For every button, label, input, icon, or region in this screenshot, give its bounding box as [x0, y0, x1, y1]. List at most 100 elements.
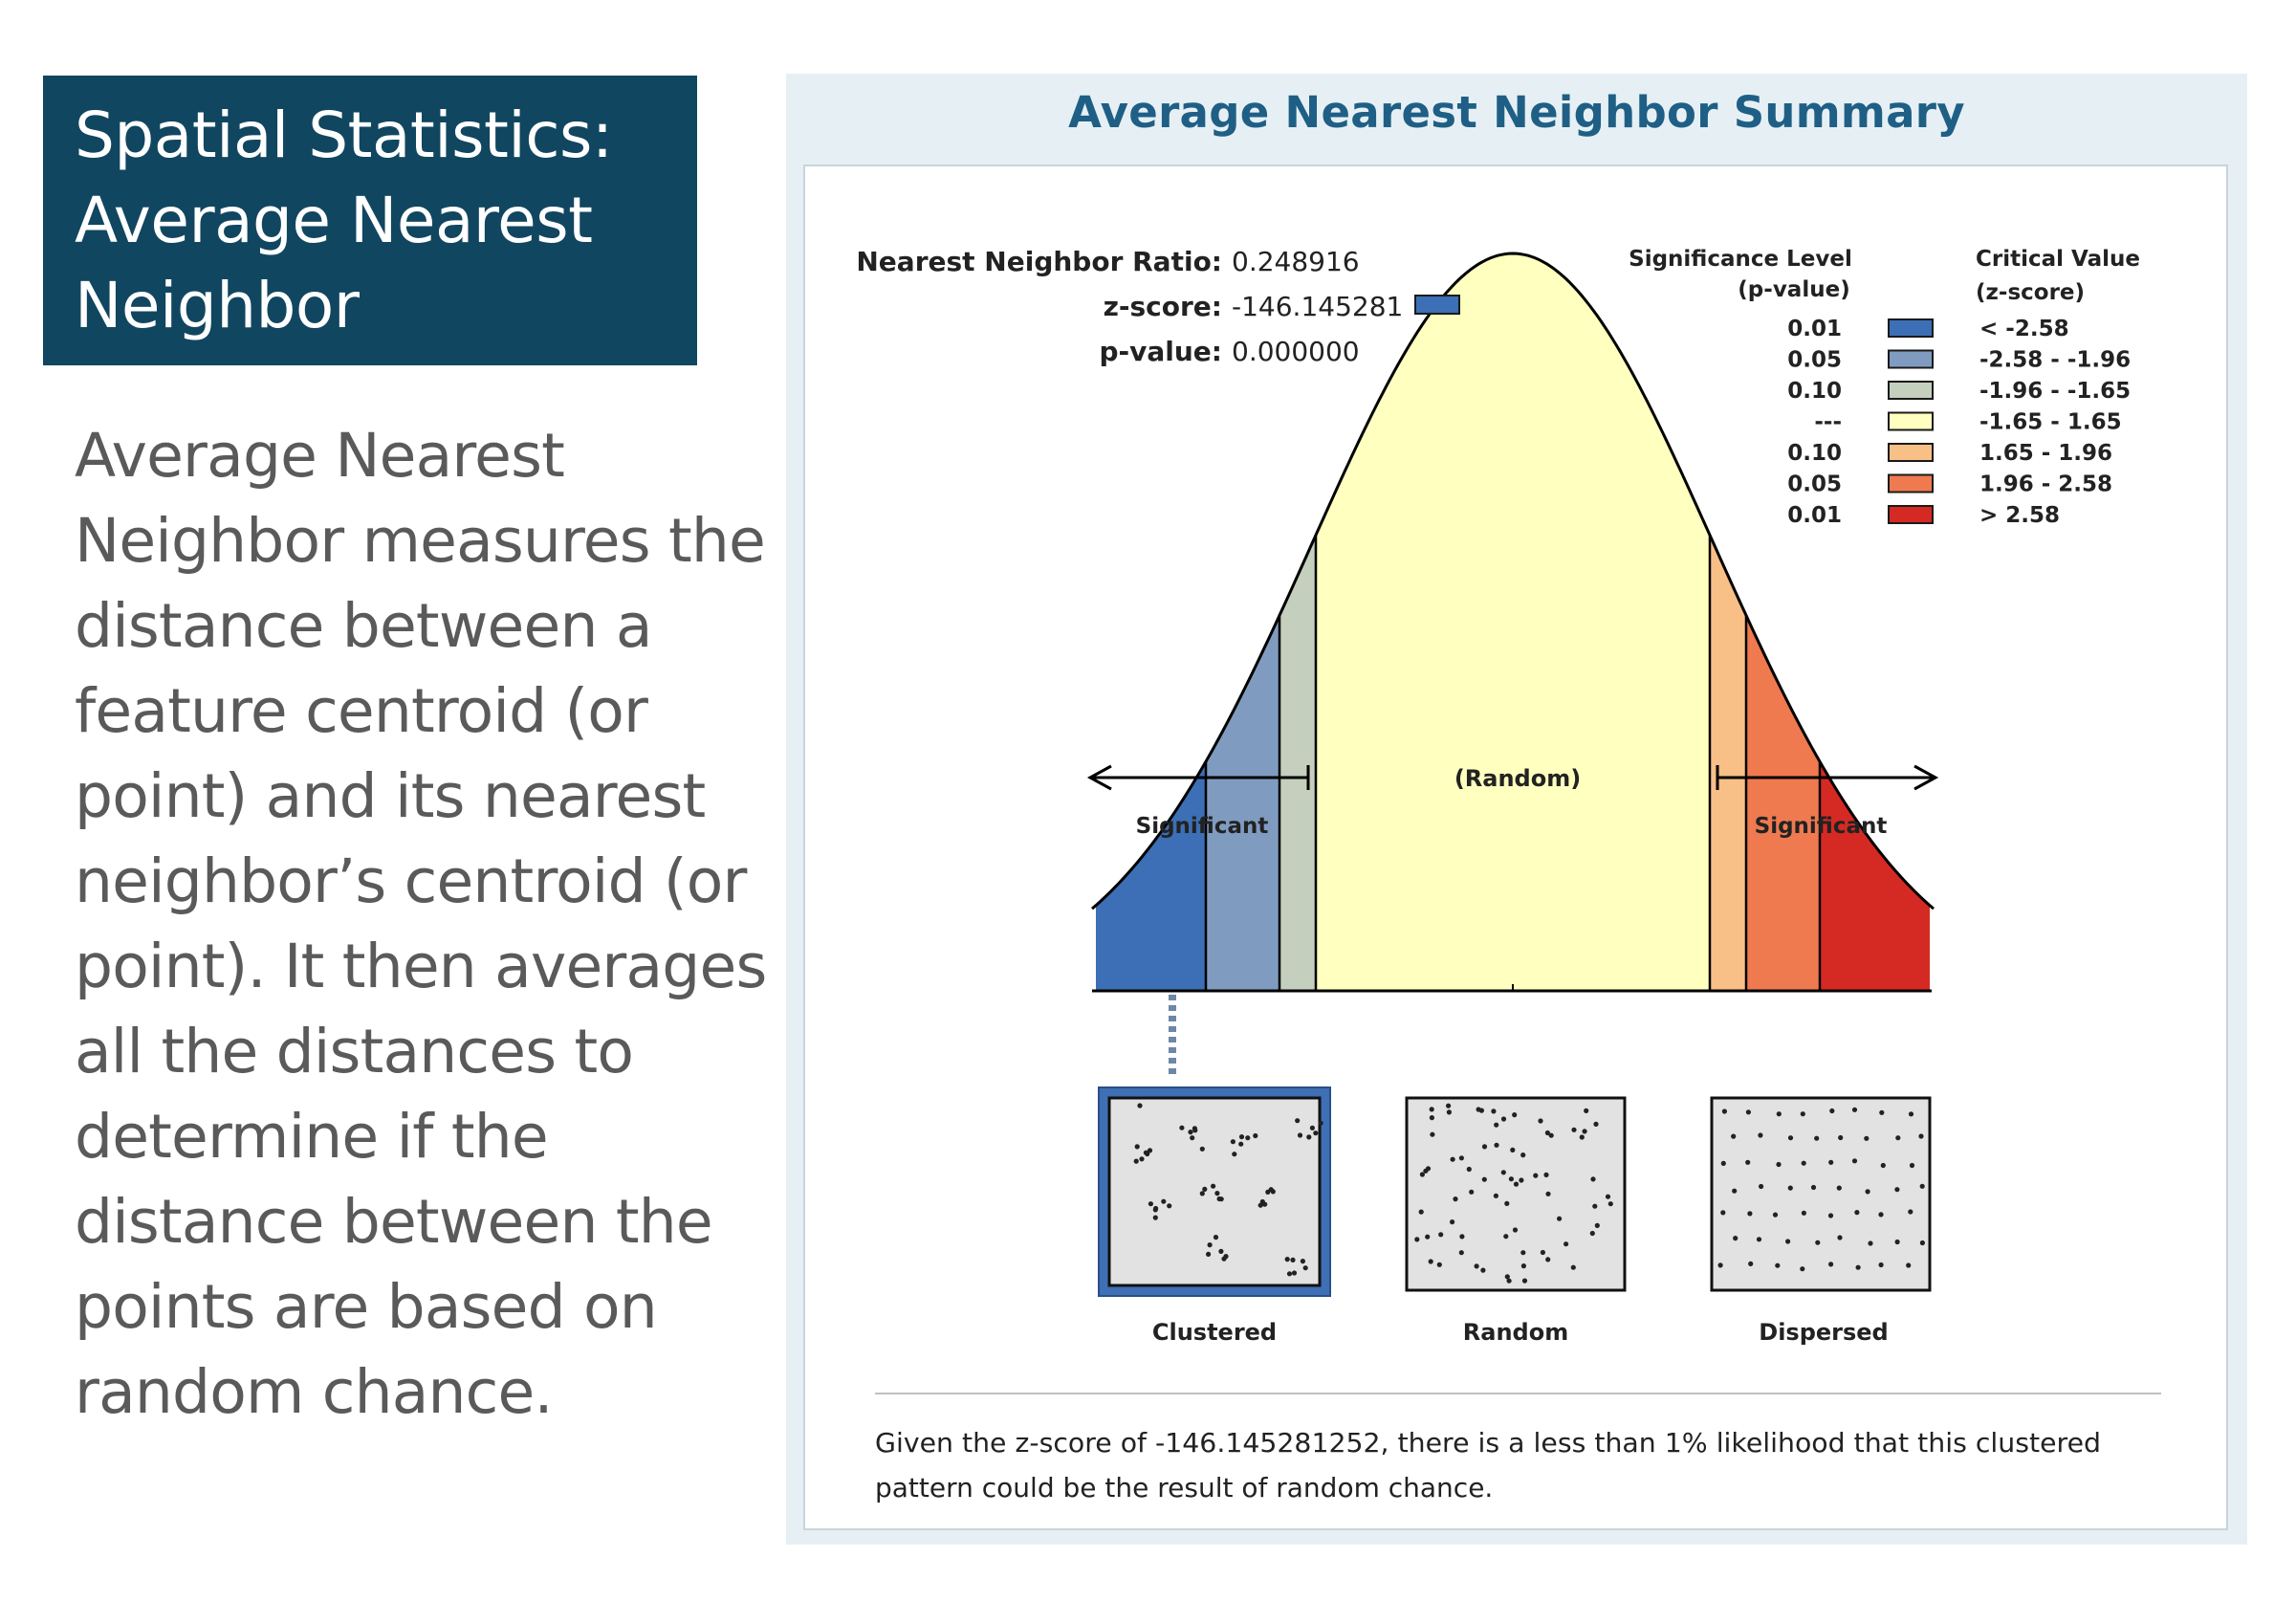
dispersed-point — [1785, 1239, 1791, 1244]
random-point — [1425, 1234, 1431, 1240]
description-line: distance between a — [75, 591, 652, 661]
dispersed-point — [1919, 1183, 1925, 1189]
random-point — [1590, 1176, 1596, 1182]
clustered-point — [1148, 1201, 1153, 1207]
random-point — [1593, 1121, 1599, 1127]
ratio-label: Nearest Neighbor Ratio: — [856, 246, 1222, 277]
random-point — [1563, 1241, 1569, 1247]
region-boundaries — [1204, 535, 1822, 991]
clustered-point — [1134, 1144, 1140, 1150]
region-random — [1316, 253, 1710, 990]
conclusion-line-2: pattern could be the result of random ch… — [875, 1472, 1493, 1503]
legend-color-swatch — [1888, 411, 1934, 431]
random-point — [1500, 1170, 1506, 1175]
random-point — [1533, 1173, 1539, 1178]
legend-z-range: < -2.58 — [1979, 317, 2069, 341]
description-line: feature centroid (or — [75, 676, 648, 746]
dispersed-point — [1800, 1266, 1805, 1272]
pattern-dispersed: Dispersed — [1710, 1096, 1932, 1346]
clustered-point — [1216, 1196, 1222, 1202]
slide-description: Average Nearest Neighbor measures the di… — [75, 413, 767, 1435]
random-point — [1458, 1155, 1464, 1161]
clustered-point — [1202, 1186, 1208, 1192]
random-point — [1438, 1232, 1444, 1238]
random-point — [1584, 1108, 1589, 1113]
slide-title-line: Average Nearest — [75, 184, 593, 257]
dispersed-point — [1758, 1132, 1763, 1138]
clustered-point — [1230, 1139, 1235, 1145]
clustered-point — [1152, 1215, 1158, 1220]
clustered-point — [1161, 1198, 1167, 1204]
dispersed-point — [1878, 1212, 1884, 1218]
clustered-point — [1291, 1270, 1298, 1276]
z-score-color-swatch — [1414, 295, 1460, 315]
clustered-point — [1257, 1202, 1263, 1208]
dispersed-point — [1733, 1236, 1738, 1241]
description-line: distance between the — [75, 1187, 713, 1257]
random-point — [1506, 1278, 1512, 1284]
dispersed-point — [1748, 1261, 1754, 1266]
description-line: Average Nearest — [75, 421, 565, 491]
sig-header-2: (p-value) — [1738, 277, 1849, 302]
dispersed-point — [1895, 1135, 1901, 1141]
random-point — [1605, 1194, 1611, 1199]
random-point — [1545, 1191, 1551, 1196]
legend-color-swatch — [1888, 381, 1934, 400]
dispersed-point — [1868, 1240, 1873, 1246]
random-point — [1508, 1176, 1514, 1182]
random-point — [1480, 1267, 1486, 1273]
clustered-point — [1318, 1120, 1323, 1126]
dispersed-point — [1879, 1109, 1885, 1115]
random-point — [1520, 1250, 1526, 1256]
pattern-label-dispersed: Dispersed — [1759, 1319, 1888, 1346]
left-arrow — [1086, 764, 1310, 791]
significance-legend: Significance Level (p-value) Critical Va… — [1629, 247, 2140, 528]
clustered-point — [1139, 1156, 1145, 1162]
clustered-point — [1213, 1235, 1219, 1240]
dispersed-point — [1827, 1213, 1834, 1218]
clustered-point — [1297, 1132, 1303, 1138]
random-point — [1513, 1181, 1520, 1187]
slide-title-box: Spatial Statistics: Average Nearest Neig… — [43, 76, 697, 365]
random-point — [1430, 1131, 1435, 1137]
random-point — [1519, 1177, 1524, 1183]
dispersed-point — [1878, 1262, 1884, 1268]
p-value-label: p-value: — [1099, 336, 1222, 367]
dispersed-point — [1801, 1160, 1806, 1166]
dispersed-point — [1880, 1162, 1886, 1169]
sig-header-1: Significance Level — [1629, 247, 1852, 272]
clustered-point — [1268, 1187, 1274, 1193]
random-point — [1491, 1108, 1497, 1114]
clustered-point — [1147, 1148, 1153, 1153]
legend-p-value: 0.01 — [1787, 317, 1842, 341]
dispersed-point — [1919, 1240, 1925, 1246]
legend-p-value: 0.10 — [1787, 379, 1842, 404]
random-point — [1446, 1109, 1452, 1115]
clustered-point — [1238, 1134, 1245, 1140]
legend-p-value: --- — [1814, 410, 1842, 435]
random-point — [1458, 1250, 1464, 1256]
dispersed-point — [1776, 1161, 1782, 1168]
random-point — [1545, 1257, 1551, 1262]
random-point — [1503, 1234, 1509, 1240]
region-165-196 — [1710, 253, 1746, 990]
dispersed-point — [1800, 1111, 1805, 1117]
normal-curve — [1091, 252, 1935, 911]
random-points — [1414, 1103, 1613, 1284]
random-point — [1570, 1264, 1576, 1270]
random-point — [1520, 1263, 1526, 1269]
random-point — [1512, 1112, 1518, 1118]
random-point — [1450, 1219, 1455, 1225]
random-point — [1414, 1237, 1420, 1242]
p-value-value: 0.000000 — [1232, 336, 1360, 367]
crit-header-1: Critical Value — [1976, 247, 2140, 272]
random-point — [1429, 1115, 1434, 1121]
dispersed-point — [1720, 1160, 1726, 1166]
legend-p-value: 0.05 — [1787, 348, 1842, 373]
z-score-label: z-score: — [1104, 291, 1222, 322]
dispersed-point — [1720, 1210, 1726, 1216]
clustered-point — [1167, 1203, 1172, 1209]
dispersed-point — [1836, 1185, 1842, 1191]
clustered-point — [1232, 1152, 1237, 1157]
